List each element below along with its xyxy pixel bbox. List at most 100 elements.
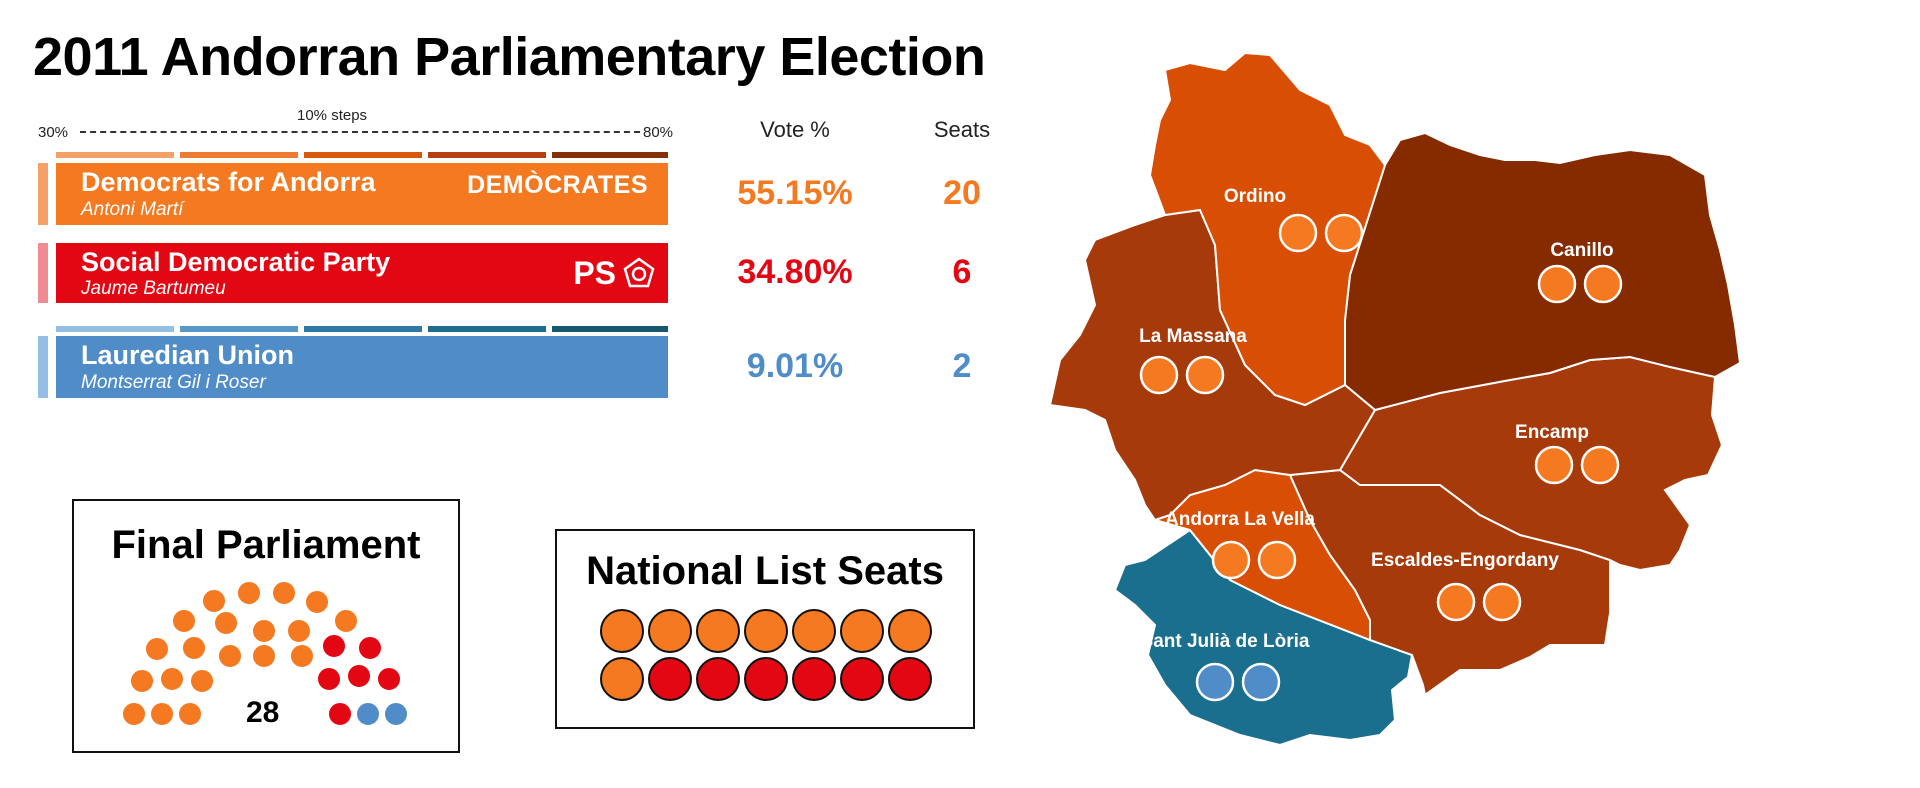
ul-shade-scale <box>56 326 668 332</box>
parish-label-ordino: Ordino <box>1224 186 1286 207</box>
parish-label-escaldes: Escaldes-Engordany <box>1371 550 1559 571</box>
seat-dfa <box>251 618 277 644</box>
dfa-shade-step <box>428 152 546 158</box>
nl-seat-dfa <box>600 609 644 653</box>
ul-shade-step <box>180 326 298 332</box>
nl-seat-ps <box>888 657 932 701</box>
party-stripe <box>38 336 48 398</box>
ul-seats: 2 <box>952 347 972 385</box>
seat-dfa <box>201 588 227 614</box>
seat-ps <box>346 663 372 689</box>
parish-seat <box>1537 264 1577 304</box>
scale-dashed-line <box>80 131 640 133</box>
seat-dfa <box>217 643 243 669</box>
ul-shade-step <box>304 326 422 332</box>
seat-dfa <box>171 608 197 634</box>
party-bar: Democrats for Andorra Antoni Martí DEMÒC… <box>56 163 668 225</box>
national-list-title: National List Seats <box>586 549 944 593</box>
nl-seat-dfa <box>888 609 932 653</box>
seat-dfa <box>289 643 315 669</box>
party-leader: Antoni Martí <box>81 199 184 220</box>
national-list-seats <box>600 609 932 701</box>
parliament-total: 28 <box>246 696 280 729</box>
seat-dfa <box>271 580 297 606</box>
scale-step-label: 10% steps <box>297 107 368 124</box>
andorra-map: Ordino Canillo La Massana Encamp Andorra… <box>1048 51 1742 747</box>
page-title: 2011 Andorran Parliamentary Election <box>33 27 986 87</box>
parish-seat <box>1185 355 1225 395</box>
seat-dfa <box>213 610 239 636</box>
nl-seat-dfa <box>744 609 788 653</box>
seats-column-header: Seats <box>933 117 991 142</box>
nl-seat-dfa <box>600 657 644 701</box>
ul-shade-step <box>428 326 546 332</box>
party-row-dfa: Democrats for Andorra Antoni Martí DEMÒC… <box>38 163 674 225</box>
party-leader: Montserrat Gil i Roser <box>81 372 266 393</box>
parish-seat <box>1257 540 1297 580</box>
scale-min-label: 30% <box>38 124 69 141</box>
seat-dfa <box>304 589 330 615</box>
final-parliament-title: Final Parliament <box>111 523 421 567</box>
seat-dfa <box>121 701 147 727</box>
ps-vote-percent: 34.80% <box>737 253 853 291</box>
parish-label-encamp: Encamp <box>1515 422 1589 443</box>
seat-ps <box>357 635 383 661</box>
seat-dfa <box>286 618 312 644</box>
ps-seats: 6 <box>952 253 972 291</box>
scale-max-label: 80% <box>643 124 674 141</box>
party-stripe <box>38 243 48 303</box>
seat-dfa <box>149 701 175 727</box>
party-bar: Social Democratic Party Jaume Bartumeu P… <box>56 243 668 303</box>
parish-seat <box>1241 662 1281 702</box>
seat-ps <box>321 633 347 659</box>
parish-seat <box>1482 582 1522 622</box>
dfa-shade-scale <box>56 152 668 158</box>
nl-seat-ps <box>696 657 740 701</box>
ul-shade-step <box>56 326 174 332</box>
seat-dfa <box>129 668 155 694</box>
parish-label-la-massana: La Massana <box>1139 326 1247 347</box>
seat-dfa <box>333 608 359 634</box>
nl-seat-dfa <box>792 609 836 653</box>
seat-ps <box>316 666 342 692</box>
dfa-vote-percent: 55.15% <box>737 174 853 212</box>
party-row-ps: Social Democratic Party Jaume Bartumeu P… <box>38 243 674 303</box>
parish-seat <box>1211 540 1251 580</box>
dfa-seats: 20 <box>943 174 981 212</box>
seat-dfa <box>236 580 262 606</box>
nl-seat-ps <box>648 657 692 701</box>
parish-seat <box>1324 213 1364 253</box>
parish-seat <box>1436 582 1476 622</box>
parish-seat <box>1534 445 1574 485</box>
ps-logo: PS <box>573 255 616 291</box>
party-leader: Jaume Bartumeu <box>81 278 226 299</box>
parish-label-andorra-la-vella: Andorra La Vella <box>1165 509 1315 530</box>
dfa-shade-step <box>304 152 422 158</box>
nl-seat-ps <box>792 657 836 701</box>
seat-dfa <box>159 666 185 692</box>
parish-label-sant-julia: Sant Julià de Lòria <box>1141 631 1310 652</box>
parish-ordino <box>1148 51 1387 407</box>
parish-seat <box>1195 662 1235 702</box>
seat-ps <box>327 701 353 727</box>
rose-icon <box>623 257 655 288</box>
parish-seat <box>1278 213 1318 253</box>
dfa-logo: DEMÒCRATES <box>467 171 648 199</box>
party-row-ul: Lauredian Union Montserrat Gil i Roser <box>38 336 674 398</box>
parish-seat <box>1583 264 1623 304</box>
seat-ps <box>376 666 402 692</box>
party-name: Social Democratic Party <box>81 247 391 277</box>
nl-seat-dfa <box>648 609 692 653</box>
seat-dfa <box>189 668 215 694</box>
final-parliament-box: Final Parliament 28 <box>72 499 460 753</box>
parliament-hemicycle <box>121 580 409 727</box>
nl-seat-dfa <box>840 609 884 653</box>
seat-dfa <box>181 635 207 661</box>
nl-seat-ps <box>840 657 884 701</box>
ul-shade-step <box>552 326 668 332</box>
dfa-shade-step <box>180 152 298 158</box>
parish-label-canillo: Canillo <box>1550 240 1613 261</box>
nl-seat-ps <box>744 657 788 701</box>
seat-dfa <box>177 701 203 727</box>
ul-vote-percent: 9.01% <box>746 347 844 385</box>
